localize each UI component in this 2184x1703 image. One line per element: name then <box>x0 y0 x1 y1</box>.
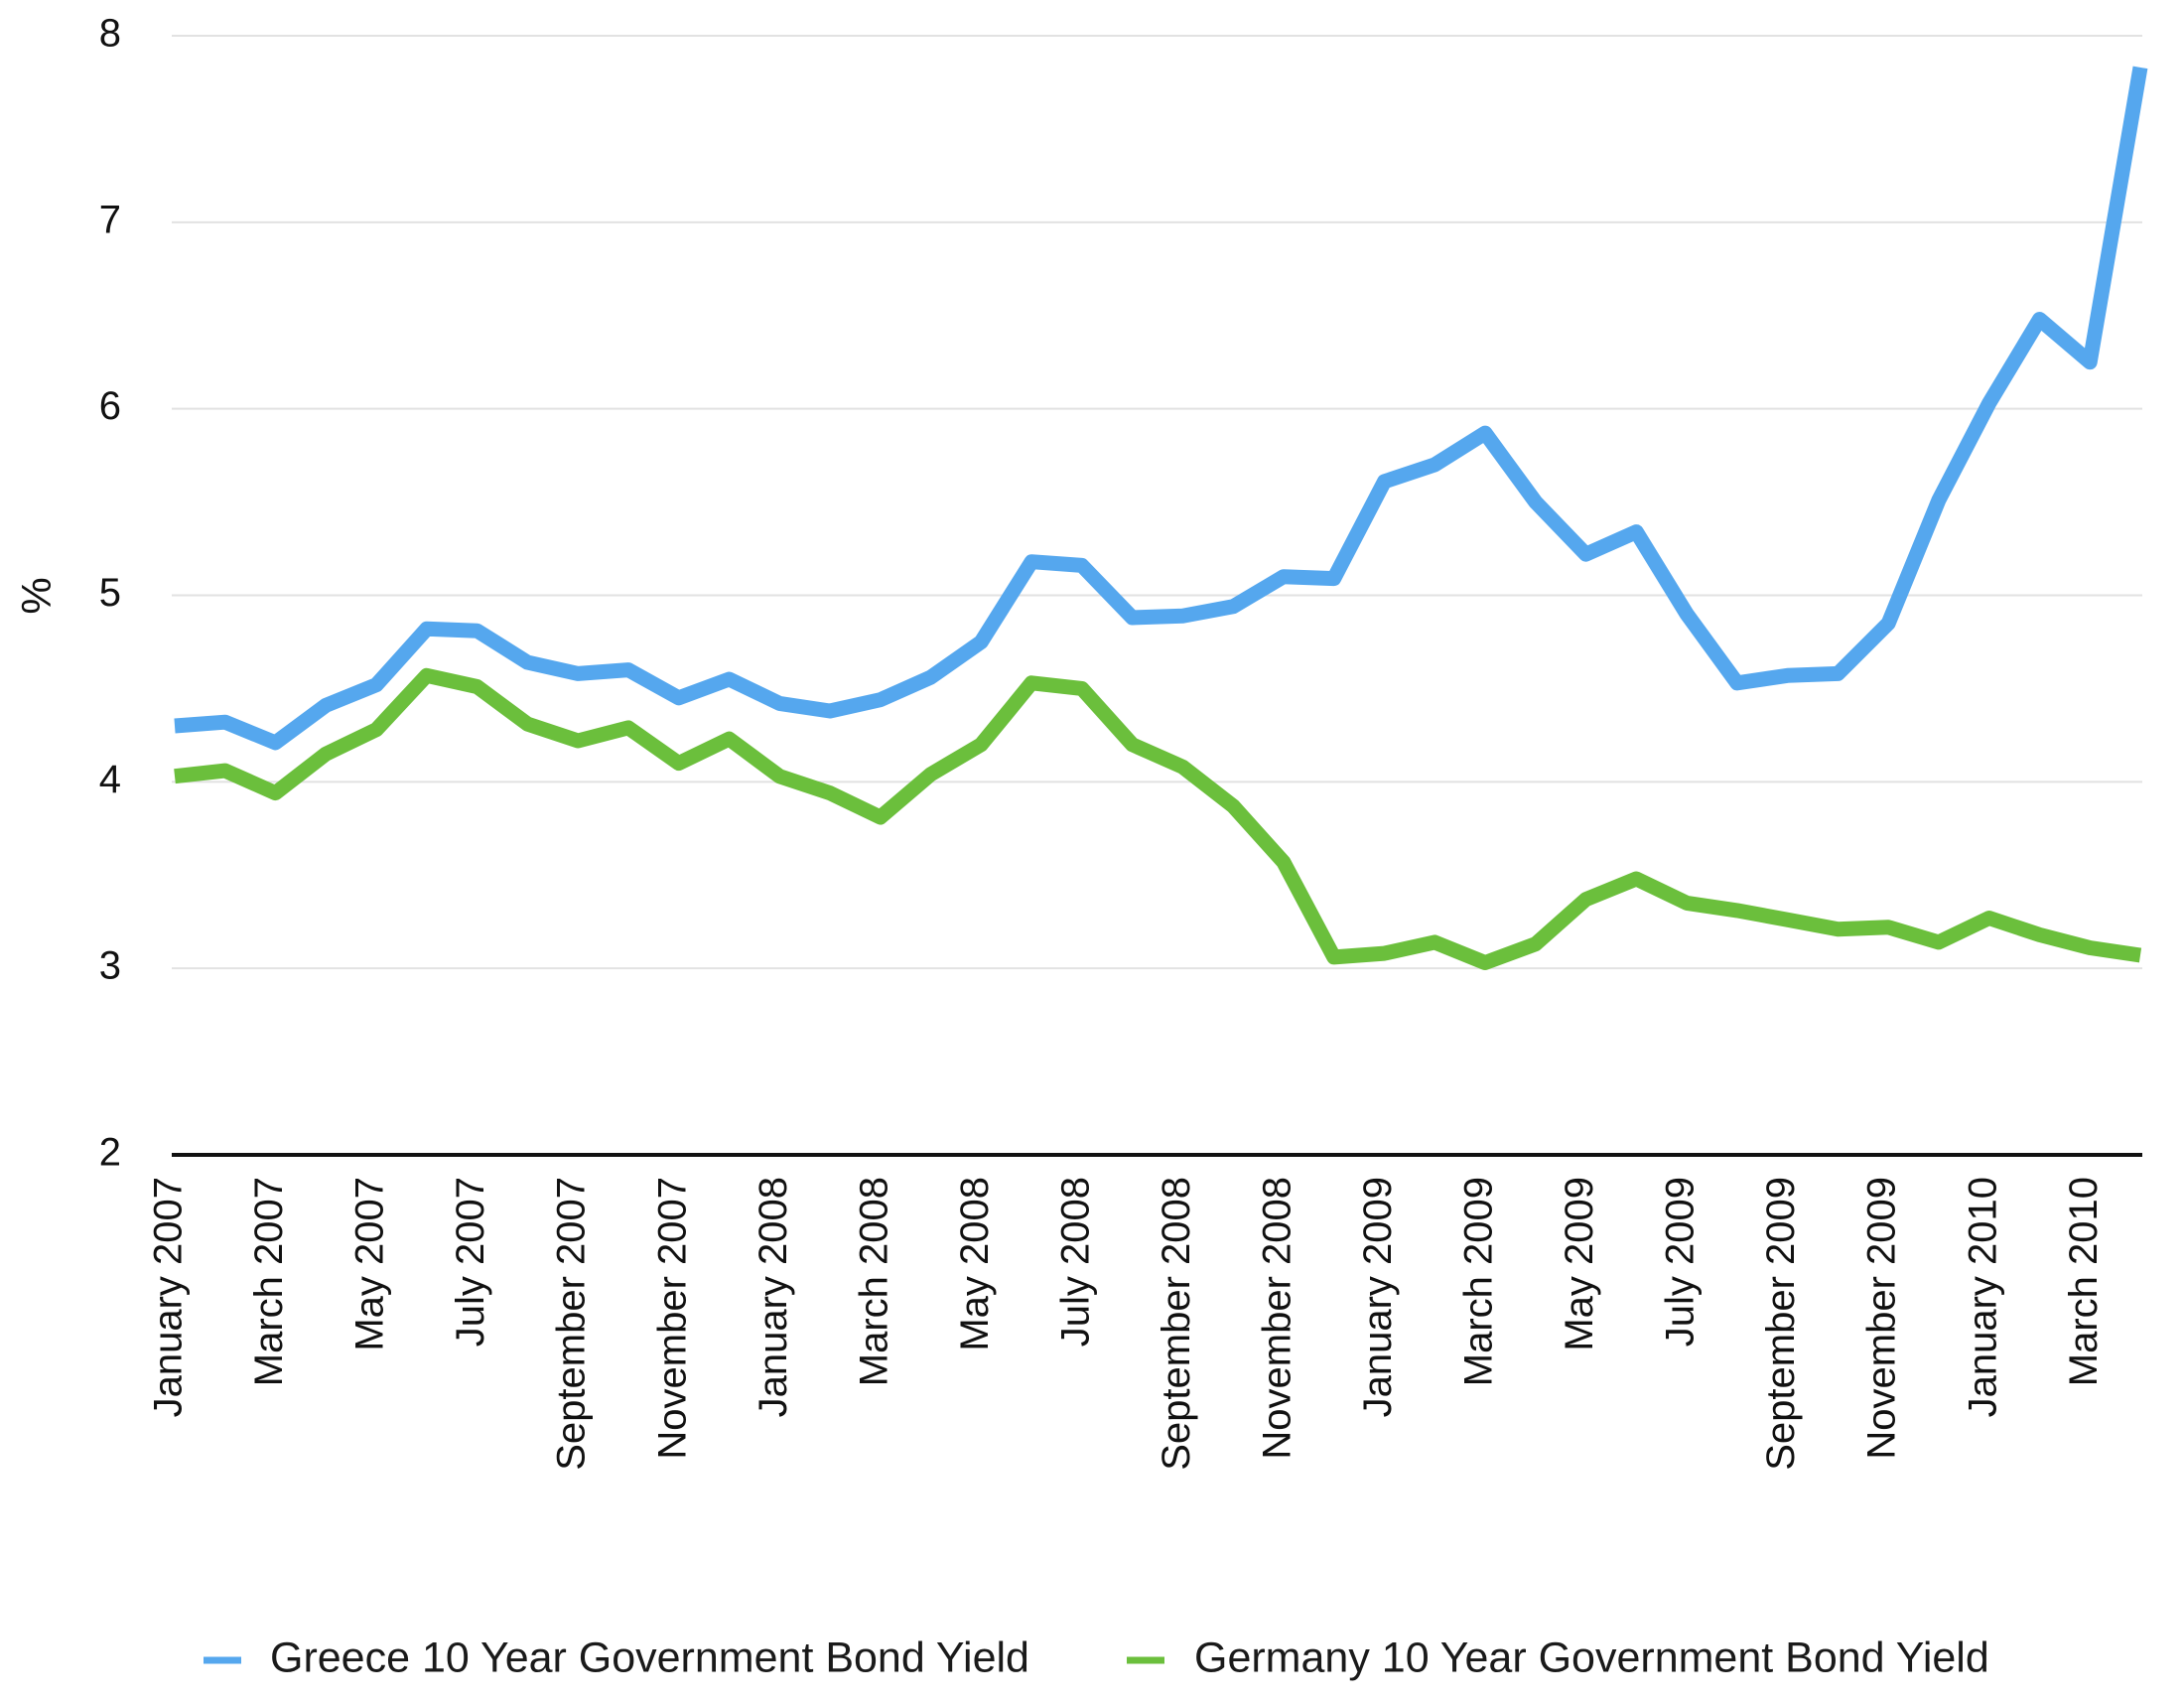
x-tick-label: May 2008 <box>953 1177 997 1351</box>
y-tick-label: 7 <box>99 198 121 241</box>
x-tick-label: September 2008 <box>1155 1177 1198 1471</box>
x-tick-label: September 2009 <box>1759 1177 1803 1471</box>
x-tick-label: March 2008 <box>852 1177 895 1386</box>
y-tick-label: 6 <box>99 384 121 428</box>
x-tick-label: July 2009 <box>1659 1177 1703 1347</box>
x-tick-label: July 2007 <box>449 1177 492 1347</box>
y-tick-label: 3 <box>99 944 121 988</box>
series-line-germany <box>174 667 2142 970</box>
series-line-greece <box>174 66 2148 751</box>
x-tick-label: January 2008 <box>751 1177 795 1417</box>
x-axis-ticks: January 2007 March 2007 May 2007 July 2007 S… <box>147 1177 2106 1471</box>
y-axis-label: % <box>13 577 60 614</box>
x-tick-label: May 2007 <box>348 1177 392 1351</box>
y-tick-label: 5 <box>99 571 121 615</box>
x-tick-label: November 2007 <box>650 1177 694 1460</box>
y-axis-ticks: 2 3 4 5 6 7 8 <box>99 12 121 1175</box>
x-tick-label: September 2007 <box>550 1177 594 1471</box>
x-tick-label: January 2010 <box>1961 1177 2004 1417</box>
series-lines <box>174 66 2148 970</box>
x-tick-label: July 2008 <box>1053 1177 1097 1347</box>
x-tick-label: November 2009 <box>1860 1177 1904 1460</box>
legend: Greece 10 Year Government Bond Yield Germ… <box>204 1633 1989 1681</box>
gridlines <box>172 35 2142 970</box>
x-tick-label: January 2007 <box>147 1177 191 1417</box>
x-tick-label: May 2009 <box>1558 1177 1601 1351</box>
x-tick-label: January 2009 <box>1356 1177 1400 1417</box>
y-tick-label: 8 <box>99 12 121 56</box>
legend-item: Germany 10 Year Government Bond Yield <box>1127 1633 1989 1681</box>
legend-item: Greece 10 Year Government Bond Yield <box>204 1633 1029 1681</box>
x-tick-label: March 2009 <box>1457 1177 1501 1386</box>
legend-label: Greece 10 Year Government Bond Yield <box>270 1633 1029 1681</box>
y-tick-label: 4 <box>99 758 121 801</box>
legend-label: Germany 10 Year Government Bond Yield <box>1194 1633 1989 1681</box>
x-tick-label: November 2008 <box>1255 1177 1298 1460</box>
y-tick-label: 2 <box>99 1131 121 1175</box>
x-tick-label: March 2007 <box>247 1177 291 1386</box>
x-tick-label: March 2010 <box>2062 1177 2106 1386</box>
